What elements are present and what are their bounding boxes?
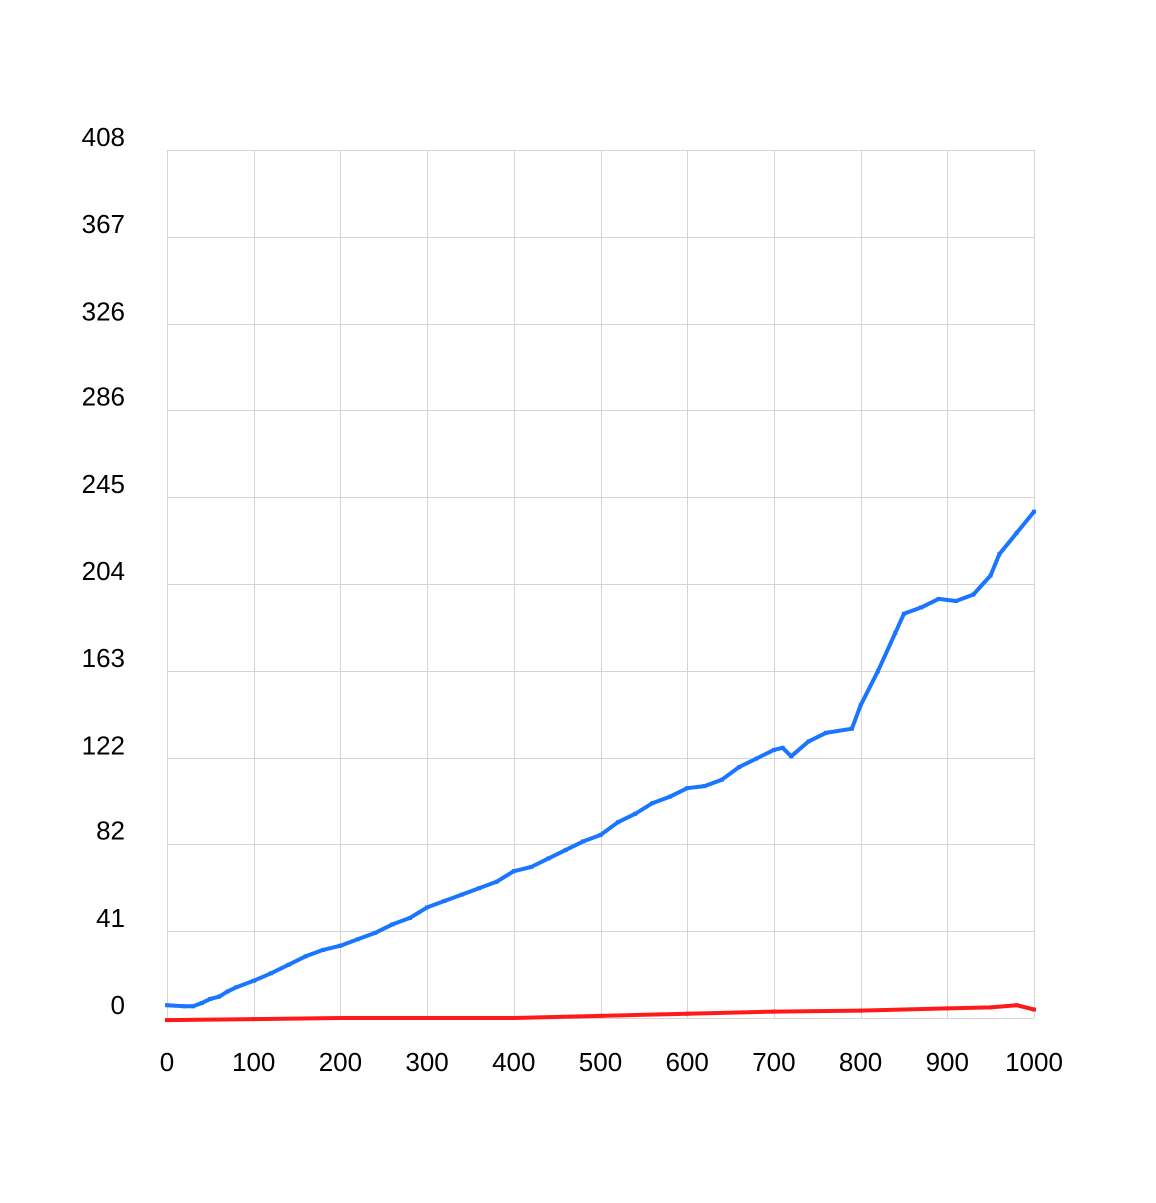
x-tick-label: 600 (666, 1047, 709, 1077)
series-1-point (199, 1001, 204, 1006)
y-tick-label: 204 (82, 556, 125, 586)
series-group (165, 509, 1036, 1023)
series-1-point (494, 879, 499, 884)
x-tick-label: 800 (839, 1047, 882, 1077)
grid-lines (167, 150, 1035, 1019)
series-2-point (251, 1017, 256, 1022)
series-1-point (286, 962, 291, 967)
series-2-point (685, 1011, 690, 1016)
y-tick-label: 408 (82, 122, 125, 152)
series-1-point (615, 820, 620, 825)
series-1-point (442, 899, 447, 903)
series-2-point (1032, 1007, 1036, 1012)
series-1-point (477, 886, 482, 891)
x-tick-label: 500 (579, 1047, 622, 1077)
series-2-point (1014, 1003, 1019, 1008)
y-tick-label: 41 (96, 903, 125, 933)
series-1-point (702, 784, 707, 789)
series-1-point (563, 847, 568, 852)
series-1-point (1032, 509, 1036, 514)
series-1-point (234, 985, 239, 990)
series-line-1 (165, 509, 1036, 1009)
series-1-point (633, 811, 638, 816)
series-1-point (251, 978, 256, 983)
series-1-point (425, 905, 430, 910)
series-1-point (754, 756, 759, 761)
series-1-point (997, 552, 1002, 557)
series-1-point (459, 892, 464, 897)
series-1-point (407, 916, 412, 920)
series-1-point (269, 971, 273, 976)
x-tick-label: 400 (492, 1047, 535, 1077)
series-2-point (511, 1016, 516, 1020)
series-1-point (780, 745, 785, 750)
series-2-point (165, 1018, 169, 1023)
series-1-point (208, 996, 213, 1001)
series-2-point (425, 1016, 430, 1020)
series-1-point (217, 994, 221, 999)
series-1-point (511, 869, 516, 874)
series-1-point (893, 630, 898, 635)
series-1-point (650, 801, 655, 806)
series-2-point (598, 1013, 603, 1018)
series-1-point (598, 833, 603, 837)
x-tick-label: 200 (319, 1047, 362, 1077)
series-1-point (789, 754, 794, 759)
x-tick-label: 100 (232, 1047, 275, 1077)
y-tick-label: 0 (111, 990, 125, 1020)
series-1-point (1014, 530, 1019, 535)
series-1-point (823, 730, 828, 735)
series-1-point (165, 1003, 169, 1008)
series-1-point (581, 839, 586, 844)
x-tick-label: 900 (926, 1047, 969, 1077)
x-tick-label: 300 (405, 1047, 448, 1077)
x-tick-label: 0 (160, 1047, 174, 1077)
x-axis-tick-labels: 0 100 200 300 400 500 600 700 800 900 1000 (160, 1047, 1063, 1077)
y-tick-label: 326 (82, 296, 125, 326)
series-1-point (191, 1004, 195, 1009)
y-tick-label: 367 (82, 209, 125, 239)
series-1-point (303, 954, 308, 959)
series-1-point (988, 573, 993, 578)
y-tick-label: 245 (82, 469, 125, 499)
series-1-point (936, 596, 941, 601)
series-2-point (858, 1008, 863, 1013)
series-1-point (373, 930, 378, 935)
series-1-point (919, 605, 924, 610)
series-1-point (390, 922, 395, 927)
series-1-point (954, 599, 958, 603)
series-1-point (858, 703, 863, 708)
x-tick-label: 700 (752, 1047, 795, 1077)
y-tick-label: 286 (82, 382, 125, 412)
y-axis-tick-labels: 0 41 82 122 163 204 245 286 326 367 408 (82, 122, 125, 1020)
series-1-point (546, 856, 551, 861)
series-1-point (529, 865, 534, 869)
series-2-point (338, 1016, 343, 1020)
series-1-point (321, 947, 326, 952)
series-1-point (806, 739, 811, 744)
series-2-point (945, 1006, 950, 1011)
series-1-point (875, 669, 880, 674)
series-1-point (225, 989, 230, 994)
x-tick-label: 1000 (1005, 1047, 1063, 1077)
series-1-point (971, 592, 976, 597)
series-1-point (901, 611, 906, 616)
series-1-point (338, 943, 343, 948)
series-2-point (988, 1005, 993, 1010)
series-1-point (667, 794, 672, 799)
series-1-point (685, 786, 690, 791)
series-1-point (355, 937, 360, 942)
series-1-point (719, 777, 724, 782)
series-1-point (182, 1004, 187, 1009)
series-line-2 (165, 1003, 1036, 1023)
series-2-point (901, 1007, 906, 1012)
y-tick-label: 122 (82, 730, 125, 760)
series-1-point (771, 747, 776, 752)
y-tick-label: 163 (82, 643, 125, 673)
series-1-point (849, 726, 854, 731)
y-tick-label: 82 (96, 816, 125, 846)
series-2-point (771, 1009, 776, 1014)
series-1-point (737, 765, 742, 769)
